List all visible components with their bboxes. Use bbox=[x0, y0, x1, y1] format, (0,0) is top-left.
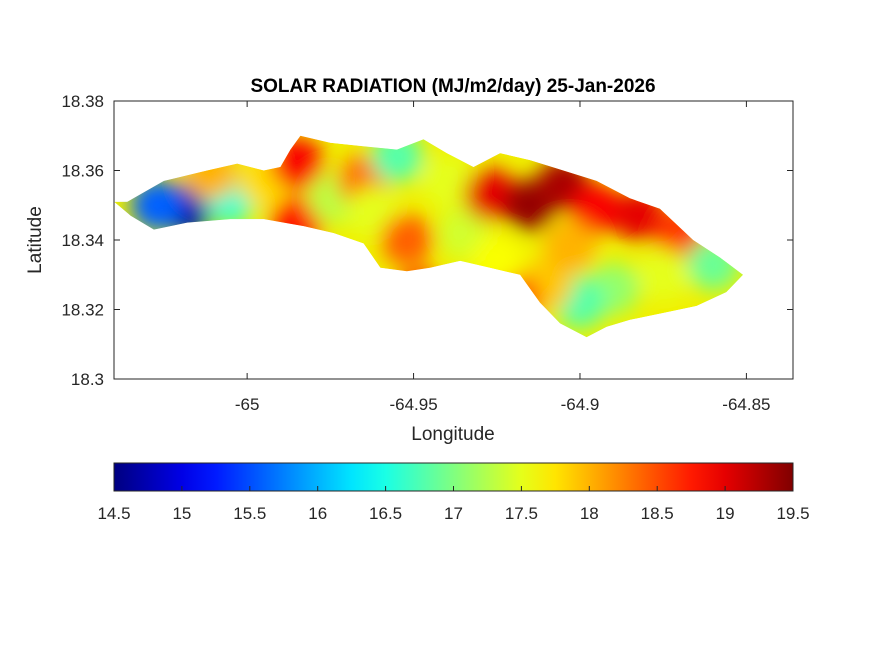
y-tick-label: 18.3 bbox=[71, 370, 104, 389]
colorbar-tick-label: 19.5 bbox=[776, 504, 809, 523]
x-tick-label: -65 bbox=[235, 395, 260, 414]
heatmap-layer bbox=[114, 135, 744, 338]
y-axis-ticks: 18.3 18.32 18.34 18.36 18.38 bbox=[61, 92, 793, 389]
colorbar-ticks: 14.5 15 15.5 16 16.5 17 17.5 18 18.5 19 19.5 bbox=[97, 486, 810, 523]
x-axis-ticks: -65 -64.95 -64.9 -64.85 bbox=[235, 101, 771, 414]
colorbar-tick-label: 19 bbox=[716, 504, 735, 523]
x-axis-label: Longitude bbox=[411, 424, 494, 445]
colorbar-tick-label: 16.5 bbox=[369, 504, 402, 523]
y-tick-label: 18.32 bbox=[61, 301, 104, 320]
colorbar-tick-label: 14.5 bbox=[97, 504, 130, 523]
colorbar-tick-label: 16 bbox=[308, 504, 327, 523]
field-point bbox=[131, 179, 184, 232]
colorbar-tick-label: 17.5 bbox=[505, 504, 538, 523]
colorbar-tick-label: 18 bbox=[580, 504, 599, 523]
field-point bbox=[380, 214, 433, 266]
y-axis-label: Latitude bbox=[25, 206, 46, 274]
colorbar-tick-label: 15.5 bbox=[233, 504, 266, 523]
field-point bbox=[420, 154, 473, 207]
colorbar-tick-label: 15 bbox=[172, 504, 191, 523]
y-tick-label: 18.34 bbox=[61, 231, 104, 250]
x-tick-label: -64.95 bbox=[389, 395, 437, 414]
chart-title: SOLAR RADIATION (MJ/m2/day) 25-Jan-2026 bbox=[250, 76, 655, 97]
y-tick-label: 18.38 bbox=[61, 92, 104, 111]
y-tick-label: 18.36 bbox=[61, 162, 104, 181]
x-tick-label: -64.85 bbox=[722, 395, 770, 414]
colorbar-tick-label: 18.5 bbox=[641, 504, 674, 523]
colorbar-tick-label: 17 bbox=[444, 504, 463, 523]
x-tick-label: -64.9 bbox=[561, 395, 600, 414]
field-point bbox=[543, 220, 596, 273]
field-point bbox=[570, 182, 623, 235]
field-point bbox=[464, 168, 517, 221]
field-point bbox=[637, 248, 690, 301]
